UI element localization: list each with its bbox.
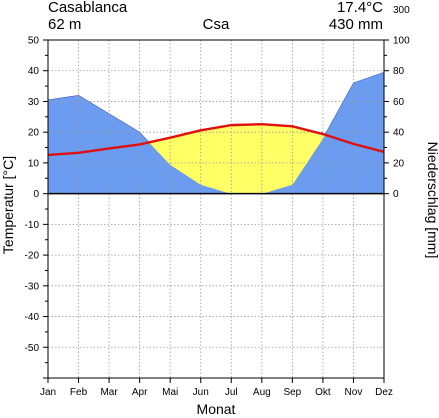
y2-tick-label: 80 (393, 66, 405, 77)
y2-tick-label: 300 (393, 5, 410, 16)
temperature-line (47, 122, 385, 157)
mean-annual-temperature: 17.4°C (337, 0, 383, 16)
y-tick-label: 10 (28, 158, 40, 169)
x-axis-title: Monat (197, 401, 236, 417)
x-tick-label: Aug (253, 387, 271, 398)
climate-classification: Csa (203, 16, 230, 33)
y-tick-label: -30 (25, 281, 40, 292)
x-tick-label: Jun (193, 387, 209, 398)
x-tick-label: Apr (132, 387, 148, 398)
y2-tick-label: 100 (393, 36, 410, 47)
x-tick-label: Dez (375, 387, 393, 398)
y2-tick-label: 20 (393, 158, 405, 169)
y-axis-title: Temperatur [°C] (0, 156, 16, 254)
x-tick-label: Mar (100, 387, 118, 398)
y-tick-label: 20 (28, 128, 40, 139)
y-tick-label: 50 (28, 36, 40, 47)
plot-background (48, 40, 384, 378)
x-tick-label: Nov (345, 387, 363, 398)
y-tick-label: 0 (33, 189, 39, 200)
y2-tick-label: 0 (393, 189, 399, 200)
x-tick-label: Jan (40, 387, 56, 398)
y-tick-label: -50 (25, 343, 40, 354)
y-tick-label: -40 (25, 312, 40, 323)
y2-tick-label: 60 (393, 97, 405, 108)
y-tick-label: -20 (25, 251, 40, 262)
y2-tick-label: 40 (393, 128, 405, 139)
annual-precipitation: 430 mm (329, 16, 383, 33)
x-tick-label: Jul (225, 387, 238, 398)
x-tick-label: Mai (162, 387, 178, 398)
y-tick-label: 30 (28, 97, 40, 108)
y-tick-label: 40 (28, 66, 40, 77)
y2-axis-title: Niederschlag [mm] (425, 142, 439, 259)
x-tick-label: Sep (283, 387, 301, 398)
station-elevation: 62 m (48, 16, 81, 33)
y-tick-label: -10 (25, 220, 40, 231)
x-tick-label: Feb (70, 387, 88, 398)
station-name: Casablanca (48, 0, 128, 16)
x-tick-label: Okt (315, 387, 331, 398)
